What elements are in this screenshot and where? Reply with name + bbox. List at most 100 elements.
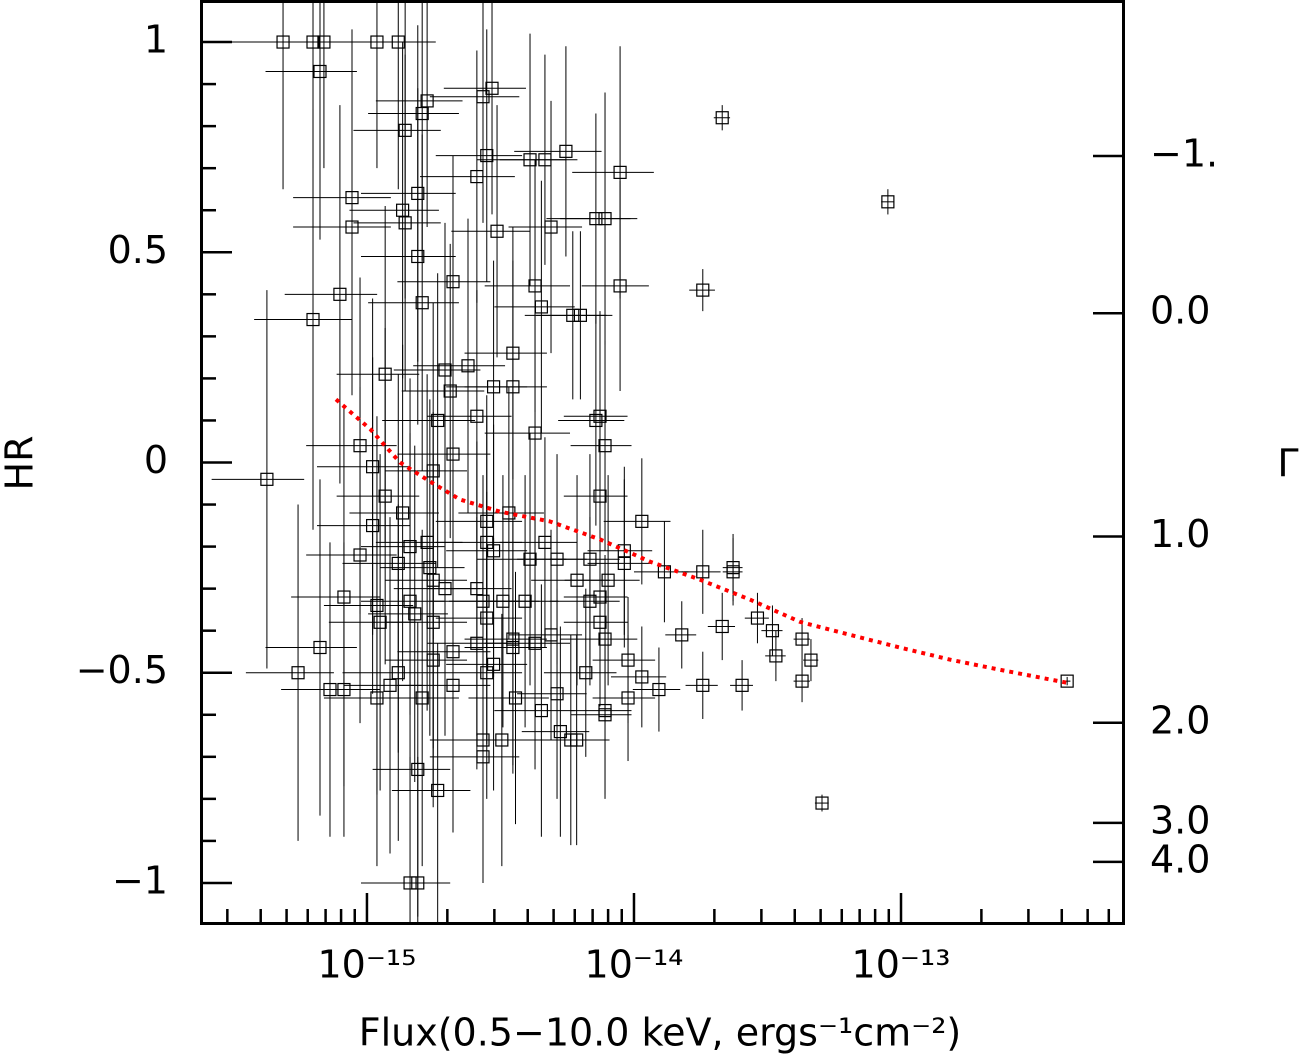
y-axis-label: HR xyxy=(0,436,42,491)
data-point xyxy=(715,619,729,634)
data-point xyxy=(795,674,809,688)
data-point xyxy=(528,426,542,440)
y-tick-label: −0.5 xyxy=(76,648,168,692)
data-point xyxy=(431,413,445,428)
data-point xyxy=(337,682,351,697)
data-point xyxy=(366,518,380,533)
data-point xyxy=(726,565,740,579)
data-point xyxy=(313,640,327,655)
data-point xyxy=(613,165,627,179)
data-point xyxy=(735,678,749,692)
x-tick-label: 10⁻¹⁴ xyxy=(585,943,684,987)
data-point xyxy=(593,615,607,629)
y2-tick-label: 3.0 xyxy=(1150,798,1210,842)
y2-tick-label: 1.0 xyxy=(1150,512,1210,556)
data-point xyxy=(579,666,593,680)
data-point xyxy=(291,666,305,680)
data-point xyxy=(621,691,635,705)
data-point xyxy=(765,624,780,638)
data-point xyxy=(486,657,501,671)
data-point xyxy=(415,106,429,121)
data-point xyxy=(589,413,603,428)
data-point xyxy=(657,565,672,579)
data-point xyxy=(795,632,809,646)
data-point xyxy=(423,561,437,575)
data-point xyxy=(391,666,405,680)
data-point xyxy=(461,359,475,373)
data-point xyxy=(408,607,422,621)
data-point xyxy=(696,678,710,692)
data-point xyxy=(480,148,494,163)
data-point xyxy=(601,573,615,587)
model-curve xyxy=(334,397,1068,685)
plot-area xyxy=(211,0,1074,925)
data-point xyxy=(260,472,274,486)
data-point xyxy=(398,216,412,230)
data-point xyxy=(415,296,429,310)
data-point xyxy=(403,594,417,608)
y2-tick-label: 4.0 xyxy=(1150,837,1210,881)
data-point xyxy=(508,691,523,705)
data-point xyxy=(506,640,520,655)
data-point xyxy=(1060,674,1074,688)
data-point xyxy=(313,64,327,79)
data-point xyxy=(306,312,320,327)
data-point xyxy=(426,653,440,667)
y2-tick-label: 2.0 xyxy=(1150,698,1210,742)
data-point xyxy=(769,649,783,663)
data-point xyxy=(378,489,392,503)
data-point xyxy=(411,876,425,890)
data-point xyxy=(598,708,612,722)
data-point xyxy=(583,594,597,608)
data-point xyxy=(411,249,425,264)
x-tick-label: 10⁻¹⁵ xyxy=(318,943,417,987)
y2-axis-label: Γ xyxy=(1277,442,1298,486)
data-point xyxy=(490,224,504,238)
data-point xyxy=(506,380,520,394)
data-point xyxy=(534,703,548,718)
data-point xyxy=(613,279,627,293)
data-point xyxy=(391,35,405,49)
y-tick-label: 0 xyxy=(144,438,168,482)
y-tick-label: 1 xyxy=(144,18,168,62)
data-point xyxy=(470,169,484,184)
data-point xyxy=(333,287,347,301)
data-point xyxy=(598,439,612,453)
data-point xyxy=(480,666,494,680)
data-point xyxy=(446,447,460,461)
data-point xyxy=(559,144,573,158)
data-point xyxy=(345,220,359,234)
data-point xyxy=(881,195,895,209)
data-point xyxy=(750,611,765,625)
data-point xyxy=(675,628,689,642)
data-point xyxy=(420,94,434,108)
data-point xyxy=(383,678,397,692)
data-point xyxy=(573,308,588,322)
x-tick-label: 10⁻¹³ xyxy=(852,943,951,987)
data-point xyxy=(438,363,452,377)
data-point xyxy=(431,783,445,798)
data-point xyxy=(476,750,490,764)
data-point xyxy=(652,682,666,697)
data-point xyxy=(715,111,729,125)
data-point xyxy=(804,653,818,667)
x-axis-label: Flux(0.5−10.0 keV, ergs⁻¹cm⁻²) xyxy=(359,1011,962,1055)
data-point xyxy=(553,724,567,739)
data-point xyxy=(396,506,410,520)
data-point xyxy=(485,81,499,95)
data-point xyxy=(617,556,631,571)
data-point xyxy=(570,733,584,747)
y2-tick-label: −1. xyxy=(1150,131,1218,175)
data-point xyxy=(550,687,564,701)
data-point xyxy=(696,283,710,297)
y2-tick-label: 0.0 xyxy=(1150,289,1210,333)
data-point xyxy=(415,691,429,705)
data-point xyxy=(446,678,460,692)
data-point xyxy=(470,409,484,423)
data-point xyxy=(446,275,460,289)
data-point xyxy=(696,565,710,579)
data-point xyxy=(589,212,603,226)
data-point xyxy=(815,796,829,810)
data-point xyxy=(495,733,509,747)
